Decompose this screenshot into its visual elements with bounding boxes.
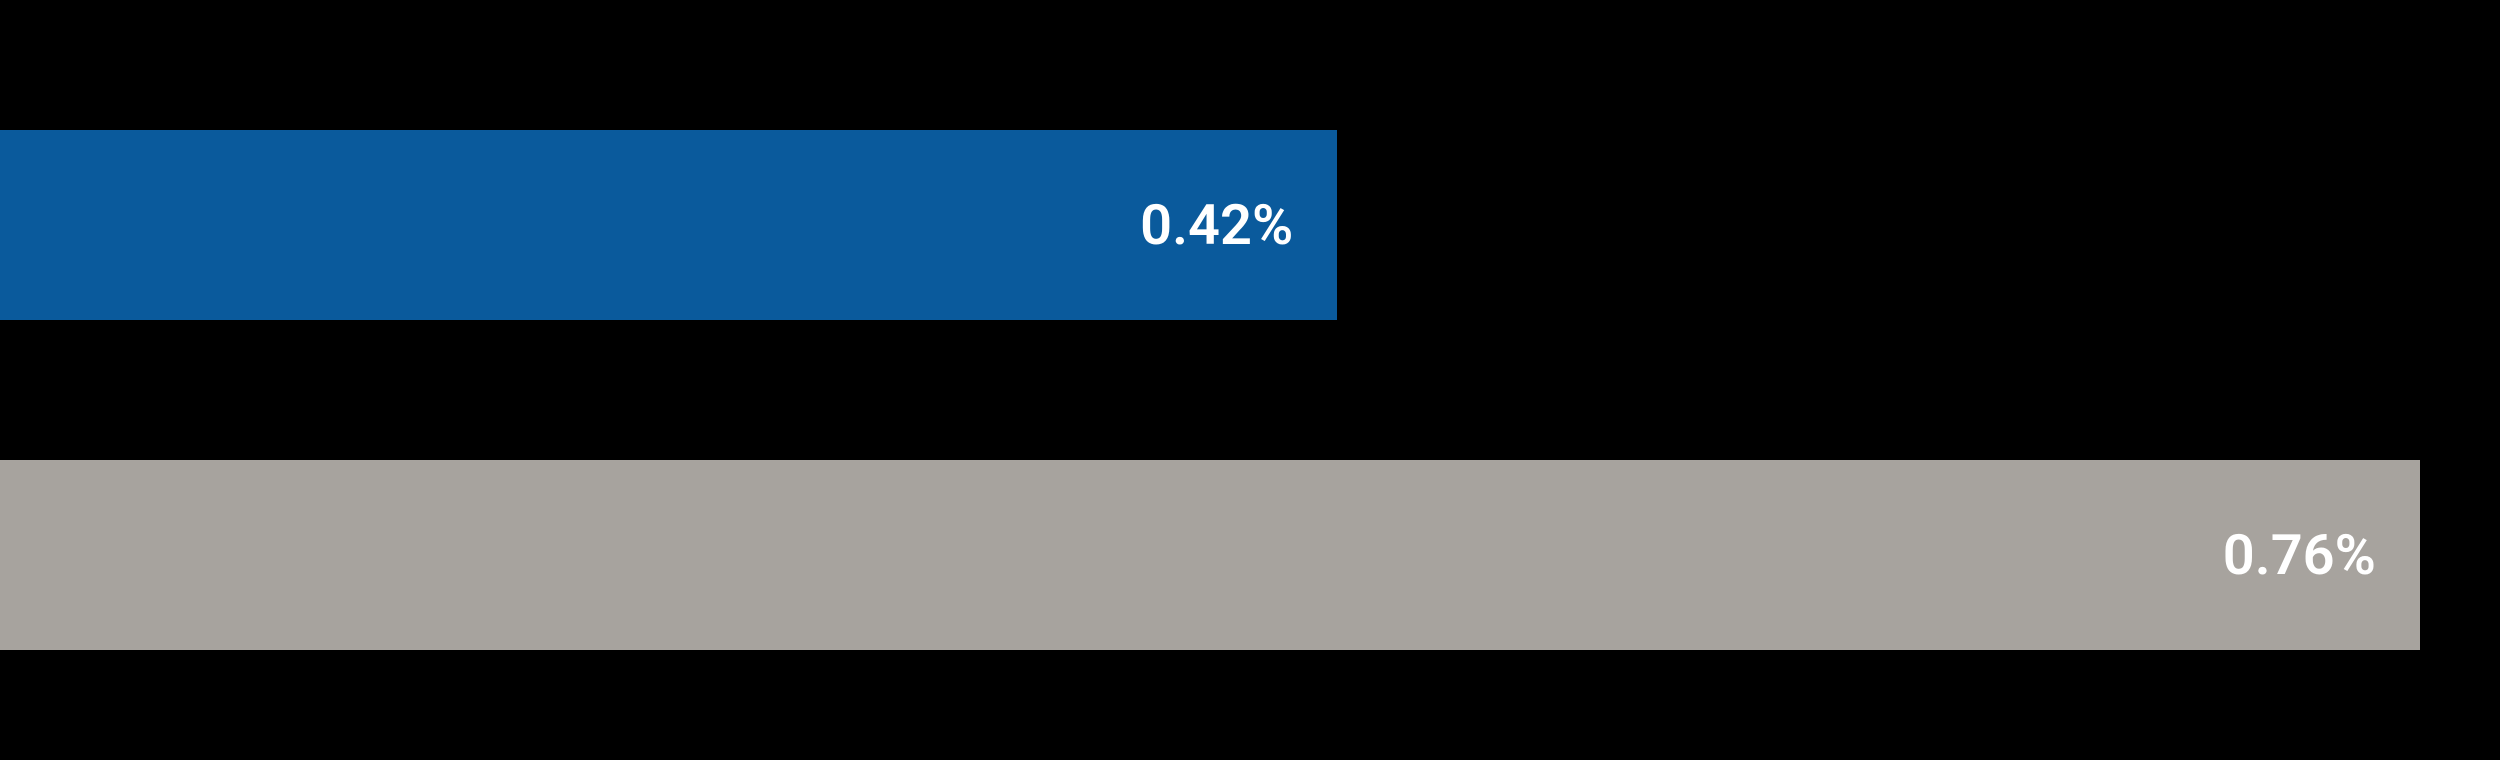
horizontal-bar-chart: 0.42% 0.76% — [0, 0, 2500, 760]
bar-value-label: 0.76% — [2223, 522, 2376, 588]
bar-1: 0.76% — [0, 460, 2420, 650]
bar-0: 0.42% — [0, 130, 1337, 320]
bar-value-label: 0.42% — [1140, 192, 1293, 258]
